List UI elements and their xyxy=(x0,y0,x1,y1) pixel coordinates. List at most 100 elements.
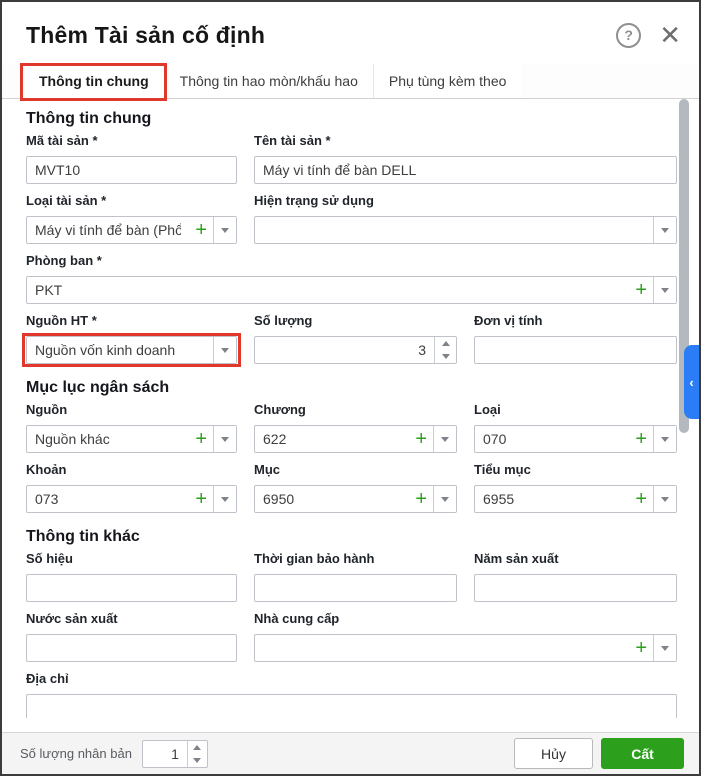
field-label: Mã tài sản * xyxy=(26,133,98,148)
chevron-down-icon xyxy=(221,496,229,502)
replicate-count-label: Số lượng nhân bản xyxy=(20,746,132,761)
budget-item-input[interactable] xyxy=(255,486,410,512)
country-input[interactable] xyxy=(27,635,236,661)
add-new-icon[interactable]: + xyxy=(635,428,647,450)
asset-type-dropdown-toggle[interactable] xyxy=(213,217,236,243)
field-so-hieu: Số hiệu xyxy=(26,551,237,602)
spinner-up-button[interactable] xyxy=(188,741,207,754)
budget-item-dropdown-toggle[interactable] xyxy=(433,486,456,512)
budget-item-combo: + xyxy=(254,485,457,513)
budget-source-combo: + xyxy=(26,425,237,453)
chevron-down-icon xyxy=(221,347,229,353)
form-grid: Thông tin chung Mã tài sản * Tên tài sản… xyxy=(2,99,699,718)
field-loai-tai-san: Loại tài sản * + xyxy=(26,193,237,244)
budget-subitem-dropdown-toggle[interactable] xyxy=(653,486,676,512)
budget-subitem-input[interactable] xyxy=(475,486,630,512)
quantity-input[interactable] xyxy=(255,337,434,363)
budget-type-input[interactable] xyxy=(475,426,630,452)
spinner-up-button[interactable] xyxy=(435,337,456,350)
quantity-stepper xyxy=(254,336,457,364)
cancel-button[interactable]: Hủy xyxy=(514,738,593,769)
department-input[interactable] xyxy=(27,277,630,303)
usage-status-dropdown-toggle[interactable] xyxy=(653,217,676,243)
field-ten-tai-san: Tên tài sản * xyxy=(254,133,677,184)
field-chuong: Chương + xyxy=(254,402,457,453)
add-new-icon[interactable]: + xyxy=(635,279,647,301)
field-don-vi-tinh: Đơn vị tính xyxy=(474,313,677,364)
budget-type-dropdown-toggle[interactable] xyxy=(653,426,676,452)
budget-source-dropdown-toggle[interactable] xyxy=(213,426,236,452)
tab-label: Thông tin chung xyxy=(39,73,149,89)
add-new-icon[interactable]: + xyxy=(195,219,207,241)
help-icon[interactable]: ? xyxy=(616,22,642,48)
budget-clause-combo: + xyxy=(26,485,237,513)
tab-thong-tin-chung[interactable]: Thông tin chung xyxy=(20,63,167,101)
expand-side-panel-button[interactable]: ‹ xyxy=(684,345,699,419)
budget-source-input[interactable] xyxy=(27,426,190,452)
add-new-icon[interactable]: + xyxy=(415,428,427,450)
help-icon-glyph: ? xyxy=(624,27,633,43)
department-dropdown-toggle[interactable] xyxy=(653,277,676,303)
usage-status-input[interactable] xyxy=(255,217,653,243)
add-new-icon[interactable]: + xyxy=(635,637,647,659)
chevron-down-icon xyxy=(441,354,450,359)
footer-actions: Hủy Cất xyxy=(514,738,684,769)
chevron-down-icon xyxy=(441,496,449,502)
close-icon[interactable]: ✕ xyxy=(659,22,681,48)
field-dia-chi: Địa chỉ xyxy=(26,671,677,718)
field-loai: Loại + xyxy=(474,402,677,453)
chevron-left-icon: ‹ xyxy=(689,374,694,390)
funding-source-dropdown-toggle[interactable] xyxy=(213,337,236,363)
add-new-icon[interactable]: + xyxy=(415,488,427,510)
production-year-input[interactable] xyxy=(475,575,676,601)
chevron-down-icon xyxy=(221,227,229,233)
chevron-down-icon xyxy=(661,287,669,293)
footer-spacer xyxy=(2,718,699,732)
add-new-icon[interactable]: + xyxy=(635,488,647,510)
asset-name-input[interactable] xyxy=(255,157,676,183)
field-label: Loại tài sản * xyxy=(26,193,107,208)
tab-phu-tung-kem-theo[interactable]: Phụ tùng kèm theo xyxy=(373,64,522,98)
warranty-input[interactable] xyxy=(255,575,456,601)
budget-clause-input[interactable] xyxy=(27,486,190,512)
add-new-icon[interactable]: + xyxy=(195,428,207,450)
field-label: Số lượng xyxy=(254,313,313,328)
dialog-title: Thêm Tài sản cố định xyxy=(26,21,266,48)
supplier-input[interactable] xyxy=(255,635,630,661)
field-label: Nhà cung cấp xyxy=(254,611,340,626)
funding-source-input[interactable] xyxy=(27,337,213,363)
field-label: Thời gian bảo hành xyxy=(254,551,375,566)
vertical-scrollbar-thumb[interactable] xyxy=(679,99,689,433)
chevron-down-icon xyxy=(661,436,669,442)
asset-code-input[interactable] xyxy=(27,157,236,183)
serial-number-input[interactable] xyxy=(27,575,236,601)
close-icon-glyph: ✕ xyxy=(659,20,681,50)
country-field xyxy=(26,634,237,662)
tab-label: Phụ tùng kèm theo xyxy=(388,73,507,89)
asset-type-input[interactable] xyxy=(27,217,190,243)
add-new-icon[interactable]: + xyxy=(195,488,207,510)
asset-type-combo: + xyxy=(26,216,237,244)
supplier-dropdown-toggle[interactable] xyxy=(653,635,676,661)
budget-chapter-input[interactable] xyxy=(255,426,410,452)
budget-chapter-combo: + xyxy=(254,425,457,453)
unit-input[interactable] xyxy=(475,337,676,363)
section-heading-other: Thông tin khác xyxy=(26,528,140,545)
field-muc: Mục + xyxy=(254,462,457,513)
budget-chapter-dropdown-toggle[interactable] xyxy=(433,426,456,452)
supplier-combo: + xyxy=(254,634,677,662)
asset-name-field xyxy=(254,156,677,184)
tab-hao-mon-khau-hao[interactable]: Thông tin hao mòn/khấu hao xyxy=(164,64,374,98)
spinner-down-button[interactable] xyxy=(435,350,456,363)
field-nha-cung-cap: Nhà cung cấp + xyxy=(254,611,677,662)
field-so-luong: Số lượng xyxy=(254,313,457,364)
address-input[interactable] xyxy=(27,695,676,718)
spinner-down-button[interactable] xyxy=(188,754,207,767)
chevron-down-icon xyxy=(193,757,202,763)
chevron-up-icon xyxy=(193,744,202,750)
replicate-count-input[interactable] xyxy=(142,740,187,767)
field-label: Hiện trạng sử dụng xyxy=(254,193,374,208)
form-scroll-area: Thông tin chung Mã tài sản * Tên tài sản… xyxy=(2,99,699,718)
budget-clause-dropdown-toggle[interactable] xyxy=(213,486,236,512)
save-button[interactable]: Cất xyxy=(601,738,684,769)
